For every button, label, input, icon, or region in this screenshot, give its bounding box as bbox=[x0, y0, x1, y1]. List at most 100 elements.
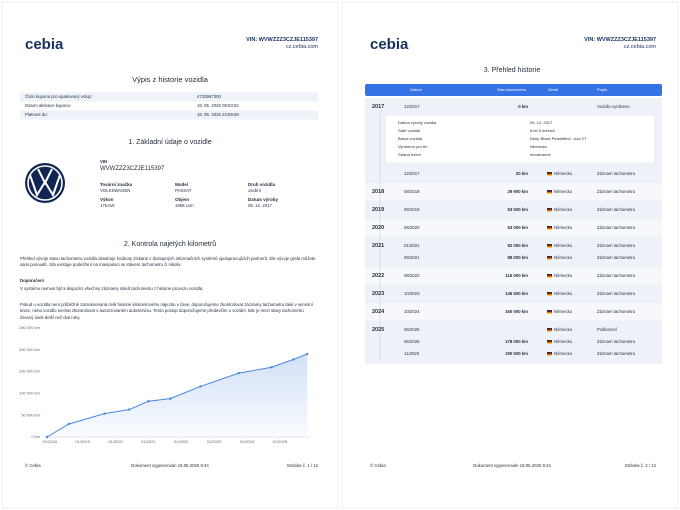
description: Záznam tachometru bbox=[597, 255, 636, 261]
subheading: Doporučení bbox=[20, 278, 44, 284]
point bbox=[306, 352, 309, 356]
description: Záznam tachometru bbox=[597, 351, 636, 357]
x-tick-label: 01/2020 bbox=[108, 439, 123, 444]
coupon-row bbox=[20, 110, 318, 120]
title: 3. Přehled historie bbox=[483, 66, 541, 74]
detail-label: Datum výroby vozidla bbox=[398, 119, 437, 125]
flag-stripe bbox=[547, 258, 552, 260]
country: Německo bbox=[554, 225, 573, 231]
detail-label: Vyrobeno pro trh bbox=[398, 143, 428, 149]
flag-stripe bbox=[547, 226, 552, 228]
flag-stripe bbox=[547, 353, 552, 355]
description: Záznam tachometru bbox=[597, 291, 636, 297]
date: 08/2022 bbox=[404, 273, 420, 279]
field-value: 176 kW bbox=[100, 203, 115, 209]
y-tick-label: 0 km bbox=[31, 434, 40, 439]
date: 10/2024 bbox=[404, 309, 420, 315]
country: Německo bbox=[554, 273, 573, 279]
flag-stripe bbox=[547, 244, 552, 246]
odometer: 160 000 km bbox=[505, 309, 528, 315]
vin: VIN: WVWZZZ3CZJE115397 bbox=[246, 36, 318, 43]
odometer: 53 500 km bbox=[507, 207, 528, 213]
year: 2018 bbox=[372, 188, 385, 195]
year: 2024 bbox=[372, 308, 385, 315]
country: Německo bbox=[554, 243, 573, 249]
description: Záznam tachometru bbox=[597, 207, 636, 213]
country: Německo bbox=[554, 309, 573, 315]
flag-stripe bbox=[547, 208, 552, 210]
point bbox=[199, 385, 202, 388]
vin-value: WVWZZZ3CZJE115397 bbox=[100, 166, 165, 173]
flag-stripe bbox=[547, 352, 552, 354]
field-label: Datum výroby bbox=[248, 197, 279, 203]
flag-stripe bbox=[547, 192, 552, 194]
date: 12/2017 bbox=[404, 104, 420, 110]
paragraph: Pokud u vozidla není průběžně zaznamenan… bbox=[20, 302, 313, 320]
description: Záznam tachometru bbox=[597, 273, 636, 279]
coupon-value: 18. 06. 2026 23:59:59 bbox=[197, 112, 239, 118]
odometer: 0 km bbox=[518, 104, 528, 110]
line bbox=[46, 353, 308, 438]
point bbox=[169, 397, 172, 400]
flag-stripe bbox=[547, 328, 552, 330]
column-header: Stav tachometru bbox=[497, 86, 527, 92]
field-label: Model bbox=[175, 182, 188, 188]
section-title: 2. Kontrola najetých kilometrů bbox=[123, 240, 217, 248]
date: 06/2025 bbox=[404, 339, 420, 345]
point bbox=[292, 358, 295, 361]
country: Německo bbox=[554, 189, 573, 195]
point bbox=[270, 366, 273, 369]
year: 2017 bbox=[372, 103, 385, 110]
country: Německo bbox=[554, 327, 573, 333]
field-label: Objem bbox=[175, 197, 190, 203]
point bbox=[237, 371, 240, 375]
description: Záznam tachometru bbox=[597, 225, 636, 231]
field-value: 05. 12. 2017 bbox=[248, 203, 272, 209]
odometer: 63 000 km bbox=[507, 225, 528, 231]
year-band bbox=[365, 321, 662, 363]
country: Německo bbox=[554, 339, 573, 345]
odometer: 20 km bbox=[515, 171, 528, 177]
coupon-label: Číslo kuponu pro opakovaný vstup: bbox=[25, 94, 93, 100]
odometer: 178 000 km bbox=[505, 339, 528, 345]
odometer: 29 900 km bbox=[507, 189, 528, 195]
coupon-value: 19. 05. 2026 09:53:52 bbox=[197, 103, 239, 109]
year: 2022 bbox=[372, 272, 385, 279]
footer-center: Dokument vygenerován 19.05.2026 9:44 bbox=[473, 463, 551, 469]
date: 09/2019 bbox=[404, 207, 420, 213]
detail-value: levostranné bbox=[530, 151, 551, 157]
flag-stripe bbox=[547, 276, 552, 278]
flag-stripe bbox=[547, 310, 552, 312]
coupon-label: Datum aktivace kuponu: bbox=[25, 103, 72, 109]
description: Záznam tachometru bbox=[597, 171, 636, 177]
date: 10/2023 bbox=[404, 291, 420, 297]
year: 2021 bbox=[372, 242, 385, 249]
flag-stripe bbox=[547, 190, 552, 192]
flag-stripe bbox=[547, 354, 552, 356]
paragraph: V systému nemusí být k dispozici všechny… bbox=[20, 286, 204, 291]
coupon-row bbox=[20, 92, 318, 102]
column-header: Země bbox=[548, 86, 559, 92]
description: Záznam tachometru bbox=[597, 339, 636, 345]
flag-stripe bbox=[547, 342, 552, 344]
date: 09/2021 bbox=[404, 255, 420, 261]
x-tick-label: 01/2021 bbox=[141, 439, 156, 444]
description: Vozidlo vyrobeno bbox=[597, 104, 630, 110]
year-band bbox=[365, 285, 662, 303]
flag-stripe bbox=[547, 228, 552, 230]
year-band bbox=[365, 267, 662, 285]
x-tick-label: 01/2019 bbox=[75, 439, 90, 444]
odometer: 116 000 km bbox=[505, 273, 528, 279]
description: Záznam tachometru bbox=[597, 189, 636, 195]
footer-right: Stránka č. 2 / 12 bbox=[624, 463, 656, 469]
description: Záznam tachometru bbox=[597, 243, 636, 249]
flag-stripe bbox=[547, 311, 552, 313]
detail-label: Strana řízení bbox=[398, 151, 421, 157]
footer-center: Dokument vygenerován 19.05.2026 9:44 bbox=[131, 463, 209, 469]
flag-stripe bbox=[547, 274, 552, 276]
coupon-row bbox=[20, 101, 318, 111]
flag-stripe bbox=[547, 173, 552, 175]
